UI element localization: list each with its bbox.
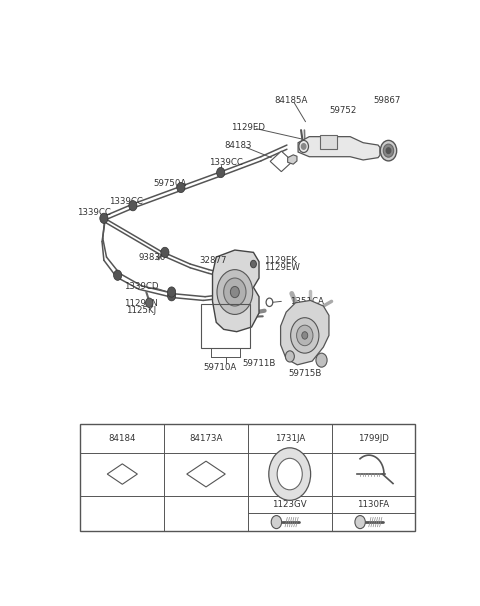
Circle shape: [100, 213, 108, 224]
Text: 84183: 84183: [224, 141, 252, 150]
Circle shape: [316, 353, 327, 367]
Text: 59867: 59867: [373, 96, 400, 105]
Circle shape: [224, 278, 246, 306]
Circle shape: [302, 331, 308, 339]
Circle shape: [168, 287, 176, 297]
Text: 93830: 93830: [139, 253, 166, 262]
Circle shape: [161, 247, 169, 258]
Circle shape: [216, 167, 225, 178]
Text: 59752: 59752: [329, 105, 357, 115]
Text: 84184: 84184: [108, 434, 136, 442]
Circle shape: [217, 270, 252, 315]
Polygon shape: [213, 250, 259, 331]
Text: 1799JD: 1799JD: [358, 434, 389, 442]
Circle shape: [383, 144, 394, 157]
Polygon shape: [281, 301, 329, 365]
Polygon shape: [107, 464, 137, 484]
Text: 1125KJ: 1125KJ: [126, 306, 156, 315]
Text: 1129EK: 1129EK: [264, 256, 297, 265]
Circle shape: [230, 287, 240, 298]
Text: 1339CD: 1339CD: [124, 282, 158, 291]
Polygon shape: [270, 151, 292, 171]
Text: 84185A: 84185A: [274, 96, 307, 105]
Circle shape: [290, 318, 319, 353]
Text: 1129EW: 1129EW: [264, 263, 300, 272]
Circle shape: [277, 458, 302, 490]
Text: 32877: 32877: [199, 256, 227, 265]
Circle shape: [271, 516, 282, 528]
Text: 59710A: 59710A: [204, 363, 237, 372]
Circle shape: [251, 261, 256, 268]
Polygon shape: [187, 461, 225, 487]
Text: 59715B: 59715B: [289, 369, 322, 378]
Circle shape: [269, 448, 311, 501]
Circle shape: [380, 141, 396, 161]
Polygon shape: [288, 155, 297, 164]
Bar: [81, 424, 415, 531]
Circle shape: [129, 201, 137, 211]
Text: 1130FA: 1130FA: [357, 500, 389, 509]
Bar: [320, 135, 337, 149]
Text: 84173A: 84173A: [189, 434, 223, 442]
Circle shape: [297, 325, 313, 345]
Circle shape: [286, 351, 294, 362]
Circle shape: [114, 270, 122, 281]
Circle shape: [145, 298, 153, 307]
Text: 1129ED: 1129ED: [231, 123, 265, 132]
Text: 1351CA: 1351CA: [290, 297, 324, 306]
Text: 1129EN: 1129EN: [124, 299, 158, 308]
Text: 59750A: 59750A: [153, 179, 186, 188]
Text: 1339CC: 1339CC: [76, 208, 110, 217]
Text: 59711B: 59711B: [242, 359, 276, 368]
Circle shape: [386, 148, 391, 153]
Text: 1339CC: 1339CC: [109, 196, 143, 205]
Circle shape: [177, 182, 185, 193]
Circle shape: [355, 516, 365, 528]
Polygon shape: [298, 136, 380, 160]
Circle shape: [168, 291, 176, 301]
Text: 1123GV: 1123GV: [272, 500, 307, 509]
Circle shape: [301, 144, 306, 149]
Bar: [202, 304, 250, 348]
Text: 1731JA: 1731JA: [275, 434, 305, 442]
Text: 1339CC: 1339CC: [209, 158, 242, 167]
